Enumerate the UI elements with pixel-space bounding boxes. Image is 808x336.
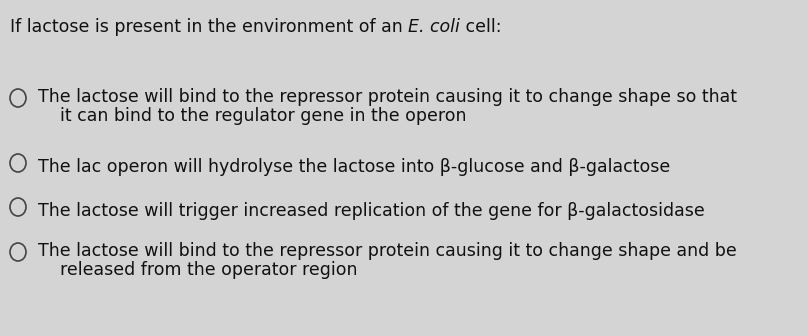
Text: released from the operator region: released from the operator region: [38, 261, 357, 279]
Text: The lac operon will hydrolyse the lactose into β-glucose and β-galactose: The lac operon will hydrolyse the lactos…: [38, 158, 671, 176]
Text: The lactose will bind to the repressor protein causing it to change shape and be: The lactose will bind to the repressor p…: [38, 242, 737, 260]
Text: The lactose will bind to the repressor protein causing it to change shape so tha: The lactose will bind to the repressor p…: [38, 88, 737, 106]
Text: cell:: cell:: [460, 18, 502, 36]
Text: E. coli: E. coli: [408, 18, 460, 36]
Text: it can bind to the regulator gene in the operon: it can bind to the regulator gene in the…: [38, 107, 466, 125]
Text: If lactose is present in the environment of an: If lactose is present in the environment…: [10, 18, 408, 36]
Text: The lactose will trigger increased replication of the gene for β-galactosidase: The lactose will trigger increased repli…: [38, 202, 705, 220]
